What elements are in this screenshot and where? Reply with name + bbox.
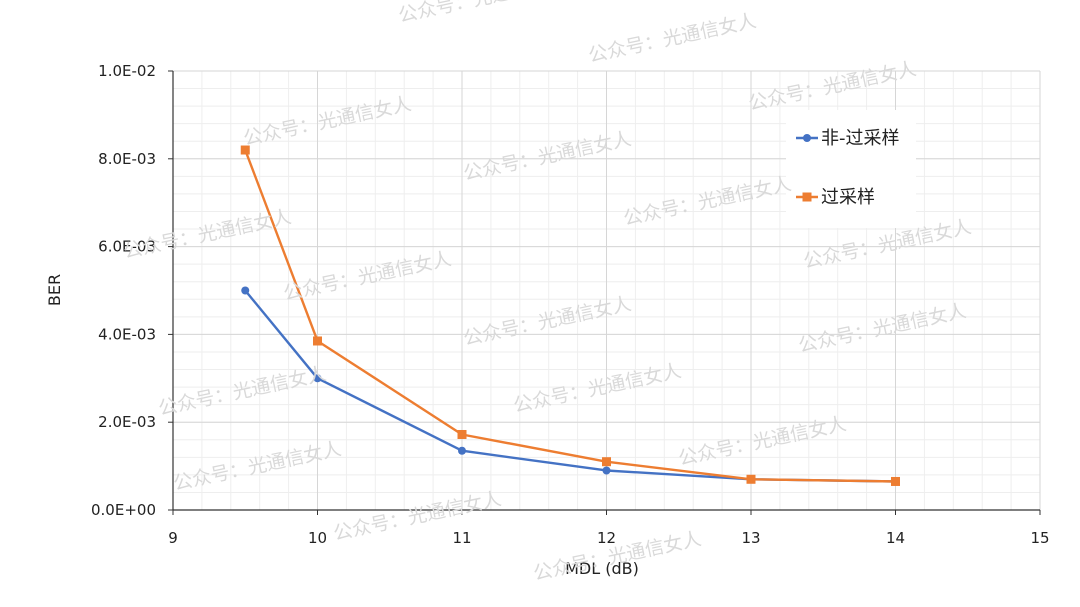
x-axis-title: MDL (dB) bbox=[565, 559, 639, 578]
legend-marker-1 bbox=[803, 134, 811, 142]
watermark-text: 公众号：光通信女人 bbox=[331, 488, 503, 545]
watermark-layer: 公众号：光通信女人公众号：光通信女人公众号：光通信女人公众号：光通信女人公众号：… bbox=[121, 0, 973, 585]
y-tick-label: 4.0E-03 bbox=[98, 325, 156, 343]
series-2-point bbox=[746, 474, 756, 484]
series-2-point bbox=[240, 145, 250, 155]
watermark-text: 公众号：光通信女人 bbox=[461, 293, 633, 350]
y-axis-title: BER bbox=[45, 274, 64, 306]
legend-label-1: 非-过采样 bbox=[821, 128, 900, 149]
watermark-text: 公众号：光通信女人 bbox=[621, 173, 793, 230]
y-tick-label: 6.0E-03 bbox=[98, 238, 156, 256]
watermark-text: 公众号：光通信女人 bbox=[796, 300, 968, 357]
y-tick-label: 8.0E-03 bbox=[98, 150, 156, 168]
legend-label-2: 过采样 bbox=[821, 187, 875, 208]
watermark-text: 公众号：光通信女人 bbox=[586, 10, 758, 67]
watermark-text: 公众号：光通信女人 bbox=[156, 363, 328, 420]
watermark-text: 公众号：光通信女人 bbox=[396, 0, 568, 27]
series-1-point bbox=[602, 466, 611, 475]
data-series bbox=[240, 145, 900, 486]
x-tick-label: 15 bbox=[1030, 529, 1049, 547]
watermark-text: 公众号：光通信女人 bbox=[281, 248, 453, 305]
x-tick-label: 10 bbox=[308, 529, 327, 547]
tick-labels: 9 10 11 12 13 14 15 0.0E+00 2.0E-03 4.0E-03 6.0E-0… bbox=[91, 62, 1050, 547]
watermark-text: 公众号：光通信女人 bbox=[121, 206, 293, 263]
series-2-point bbox=[602, 457, 611, 467]
y-tick-label: 1.0E-02 bbox=[98, 62, 156, 80]
series-2-point bbox=[457, 429, 467, 439]
series-2-point bbox=[313, 336, 322, 346]
y-tick-label: 2.0E-03 bbox=[98, 413, 156, 431]
x-tick-label: 13 bbox=[741, 529, 760, 547]
x-tick-label: 12 bbox=[597, 529, 616, 547]
legend-box bbox=[786, 110, 916, 228]
series-1-point bbox=[313, 374, 322, 383]
series-1-point bbox=[458, 446, 466, 455]
legend-marker-2 bbox=[802, 192, 812, 202]
series-1-point bbox=[241, 286, 250, 295]
x-tick-label: 11 bbox=[452, 529, 471, 547]
watermark-text: 公众号：光通信女人 bbox=[511, 360, 683, 417]
y-tick-label: 0.0E+00 bbox=[91, 501, 156, 519]
x-tick-label: 14 bbox=[886, 529, 905, 547]
series-line-2 bbox=[244, 149, 896, 483]
watermark-text: 公众号：光通信女人 bbox=[676, 413, 848, 470]
x-tick-label: 9 bbox=[168, 529, 178, 547]
series-2-point bbox=[891, 476, 900, 486]
